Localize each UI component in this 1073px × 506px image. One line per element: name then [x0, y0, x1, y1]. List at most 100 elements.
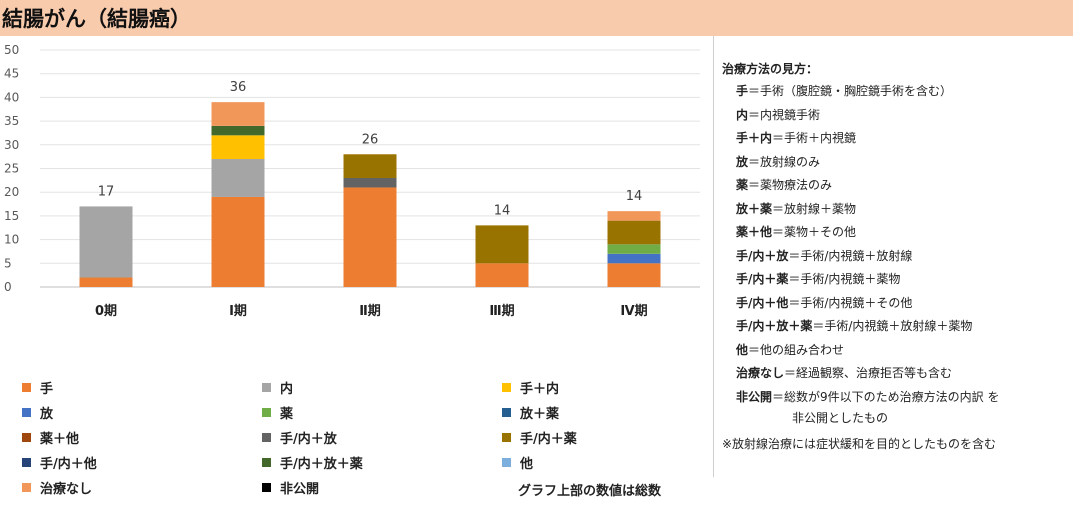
legend-label: 内 — [280, 381, 294, 397]
note-desc: ＝手術（腹腔鏡・胸腔鏡手術を含む） — [748, 84, 953, 98]
x-tick-label: Ⅰ期 — [229, 304, 247, 319]
note-desc: ＝手術＋内視鏡 — [772, 131, 857, 145]
y-tick-label: 50 — [4, 43, 19, 57]
bar-segment — [211, 102, 265, 126]
legend-label: 他 — [520, 456, 534, 472]
total-label: 17 — [98, 184, 115, 199]
y-tick-label: 40 — [4, 90, 19, 104]
note-desc: ＝内視鏡手術 — [748, 107, 821, 122]
legend-label: 治療なし — [40, 481, 93, 497]
total-label: 14 — [494, 203, 511, 218]
legend-item: 放 — [22, 401, 53, 423]
x-tick-label: Ⅲ期 — [489, 304, 514, 319]
notes-heading: 治療方法の見方： — [722, 62, 819, 76]
note-line: 手＋内＝手術＋内視鏡 — [722, 127, 1067, 151]
legend-item: 手 — [22, 376, 53, 398]
note-key: 手＋内 — [736, 131, 773, 145]
note-line: 治療なし＝経過観察、治療拒否等も含む — [722, 362, 1067, 386]
bar-segment — [607, 211, 661, 221]
note-desc: ＝薬物療法のみ — [748, 178, 833, 192]
note-key: 手/内＋他 — [736, 295, 789, 310]
bar-segment — [211, 159, 265, 197]
y-tick-label: 5 — [4, 256, 12, 270]
legend-item: 治療なし — [22, 476, 92, 498]
legend-swatch — [22, 382, 31, 392]
legend-label: 薬 — [280, 406, 294, 422]
legend-total-note: グラフ上部の数値は総数 — [518, 484, 662, 499]
legend-swatch — [22, 482, 31, 492]
title-banner: 結腸がん（結腸癌） — [0, 0, 1073, 36]
bar-segment — [211, 135, 265, 160]
note-key: 放 — [736, 154, 749, 169]
legend-swatch — [502, 457, 511, 467]
legend-swatch — [22, 457, 31, 467]
note-desc: ＝放射線＋薬物 — [772, 201, 857, 216]
legend-label: 手/内＋放＋薬 — [280, 456, 363, 472]
bar-segment — [211, 125, 265, 136]
legend-item: 薬＋他 — [22, 426, 79, 448]
legend-swatch — [502, 382, 511, 392]
y-tick-label: 30 — [4, 138, 19, 152]
legend-swatch — [22, 407, 31, 417]
note-key: 手/内＋薬 — [736, 272, 789, 286]
note-desc: ＝手術/内視鏡＋放射線＋薬物 — [812, 319, 973, 333]
y-tick-label: 20 — [4, 185, 19, 199]
note-key: 治療なし — [736, 366, 785, 380]
note-line: 内＝内視鏡手術 — [722, 104, 1067, 128]
notes-footnote: ※放射線治療には症状緩和を目的としたものを含む — [722, 436, 997, 451]
bar-segment — [343, 187, 397, 287]
note-key: 手/内＋放 — [736, 248, 789, 263]
legend-swatch — [262, 457, 271, 467]
bar-segment — [343, 177, 397, 188]
legend-label: 手/内＋放 — [280, 431, 337, 447]
legend-swatch — [262, 482, 271, 492]
note-line: 薬＋他＝薬物＋その他 — [722, 221, 1067, 245]
legend-label: 放 — [40, 406, 54, 422]
bar-segment — [607, 244, 661, 254]
legend-label: 薬＋他 — [40, 431, 80, 447]
bar-segment — [607, 220, 661, 245]
bar-segment — [79, 206, 133, 278]
note-desc: ＝薬物＋その他 — [772, 225, 857, 239]
y-tick-label: 45 — [4, 67, 19, 81]
note-key: 他 — [736, 342, 749, 357]
y-tick-label: 25 — [4, 162, 19, 176]
note-desc: ＝手術/内視鏡＋その他 — [788, 295, 913, 310]
note-line: 手/内＋他＝手術/内視鏡＋その他 — [722, 292, 1067, 316]
note-line: 薬＝薬物療法のみ — [722, 174, 1067, 198]
legend-label: 手/内＋薬 — [520, 431, 577, 447]
chart-legend: グラフ上部の数値は総数 手 内 手＋内放 薬 放＋薬 薬＋他 手/内＋放 手/内＋薬 手/内＋他… — [0, 376, 713, 506]
panel-divider — [713, 36, 714, 477]
note-line: 非公開＝総数が9件以下のため治療方法の内訳 を — [722, 386, 1067, 410]
note-key: 手 — [736, 84, 749, 98]
legend-label: 手＋内 — [520, 381, 560, 397]
treatment-notes-panel: 治療方法の見方： 手＝手術（腹腔鏡・胸腔鏡手術を含む） 内＝内視鏡手術 手＋内＝手術… — [722, 58, 1067, 455]
note-key: 手/内＋放＋薬 — [736, 319, 813, 333]
note-line: 放＋薬＝放射線＋薬物 — [722, 198, 1067, 222]
legend-item: 手/内＋薬 — [502, 426, 577, 448]
total-label: 36 — [230, 80, 247, 95]
y-tick-label: 35 — [4, 114, 19, 128]
total-label: 14 — [626, 189, 643, 204]
legend-swatch — [22, 432, 31, 442]
note-desc: ＝放射線のみ — [748, 154, 821, 169]
legend-swatch — [502, 407, 511, 417]
x-tick-label: 0期 — [95, 304, 117, 319]
legend-swatch — [262, 432, 271, 442]
legend-item: 手＋内 — [502, 376, 559, 398]
legend-item: 薬 — [262, 401, 293, 423]
legend-swatch — [262, 407, 271, 417]
legend-label: 手 — [40, 381, 54, 397]
note-desc: ＝経過観察、治療拒否等も含む — [784, 366, 953, 380]
legend-swatch — [262, 382, 271, 392]
bar-segment — [607, 253, 661, 264]
bar-segment — [607, 263, 661, 287]
note-key: 非公開 — [736, 389, 773, 404]
bar-segment — [343, 154, 397, 178]
note-line: 手/内＋放＝手術/内視鏡＋放射線 — [722, 245, 1067, 269]
total-label: 26 — [362, 132, 379, 147]
note-line: 手/内＋放＋薬＝手術/内視鏡＋放射線＋薬物 — [722, 315, 1067, 339]
legend-item: 非公開 — [262, 476, 319, 498]
note-line: 他＝他の組み合わせ — [722, 339, 1067, 363]
legend-item: 放＋薬 — [502, 401, 559, 423]
